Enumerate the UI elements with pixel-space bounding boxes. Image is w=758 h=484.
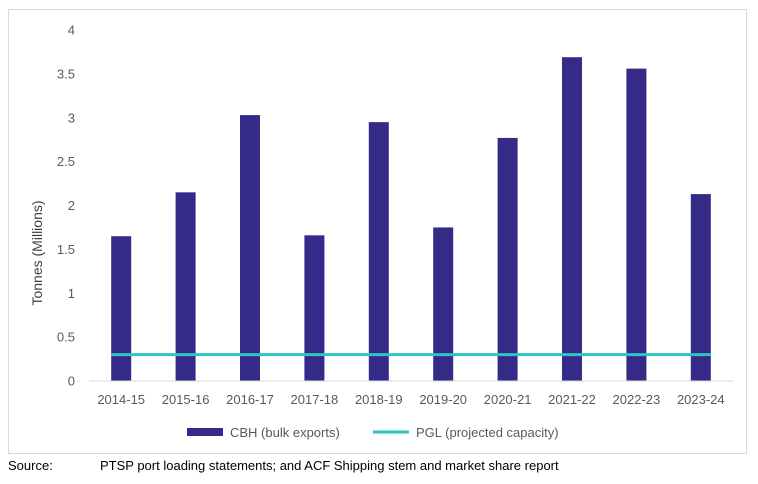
- bar-2014-15: [111, 236, 132, 381]
- y-tick-label: 1: [68, 286, 75, 301]
- x-tick-label: 2020-21: [484, 392, 532, 407]
- legend-swatch-cbh: [187, 428, 223, 436]
- x-tick-label: 2021-22: [548, 392, 596, 407]
- x-tick-label: 2023-24: [677, 392, 725, 407]
- y-tick-label: 1.5: [57, 242, 75, 257]
- bar-2022-23: [626, 68, 647, 382]
- y-tick-label: 4: [68, 23, 75, 38]
- bar-2017-18: [304, 235, 325, 381]
- chart-frame: 0 0.5 1 1.5 2 2.5 3 3.5 4 Tonnes (Millions) 2014…: [8, 9, 747, 454]
- y-axis-title: Tonnes (Millions): [29, 200, 45, 305]
- x-tick-label: 2018-19: [355, 392, 403, 407]
- y-tick-label: 2.5: [57, 154, 75, 169]
- y-tick-label: 3.5: [57, 66, 75, 81]
- bar-series: [111, 57, 711, 382]
- x-tick-label: 2019-20: [419, 392, 467, 407]
- source-label: Source:: [8, 458, 53, 473]
- legend: CBH (bulk exports) PGL (projected capaci…: [187, 425, 559, 440]
- bar-line-chart: 0 0.5 1 1.5 2 2.5 3 3.5 4 Tonnes (Millions) 2014…: [29, 23, 733, 440]
- source-text: PTSP port loading statements; and ACF Sh…: [100, 458, 559, 473]
- y-tick-label: 0.5: [57, 330, 75, 345]
- x-tick-label: 2022-23: [613, 392, 661, 407]
- y-tick-label: 3: [68, 110, 75, 125]
- y-tick-label: 2: [68, 198, 75, 213]
- x-axis-ticks: 2014-15 2015-16 2016-17 2017-18 2018-19 2019-…: [97, 392, 724, 407]
- x-tick-label: 2016-17: [226, 392, 274, 407]
- y-tick-label: 0: [68, 374, 75, 389]
- legend-label-cbh: CBH (bulk exports): [230, 425, 340, 440]
- x-tick-label: 2017-18: [291, 392, 339, 407]
- bar-2015-16: [175, 192, 196, 381]
- y-axis-ticks: 0 0.5 1 1.5 2 2.5 3 3.5 4: [57, 23, 75, 389]
- bar-2018-19: [368, 122, 389, 381]
- bar-2016-17: [240, 115, 260, 382]
- bar-2019-20: [433, 227, 454, 381]
- x-tick-label: 2014-15: [97, 392, 145, 407]
- x-tick-label: 2015-16: [162, 392, 210, 407]
- bar-2021-22: [562, 57, 582, 381]
- source-note: Source: PTSP port loading statements; and…: [8, 458, 559, 473]
- bar-2020-21: [497, 137, 518, 381]
- legend-label-pgl: PGL (projected capacity): [416, 425, 559, 440]
- bar-2023-24: [690, 194, 711, 381]
